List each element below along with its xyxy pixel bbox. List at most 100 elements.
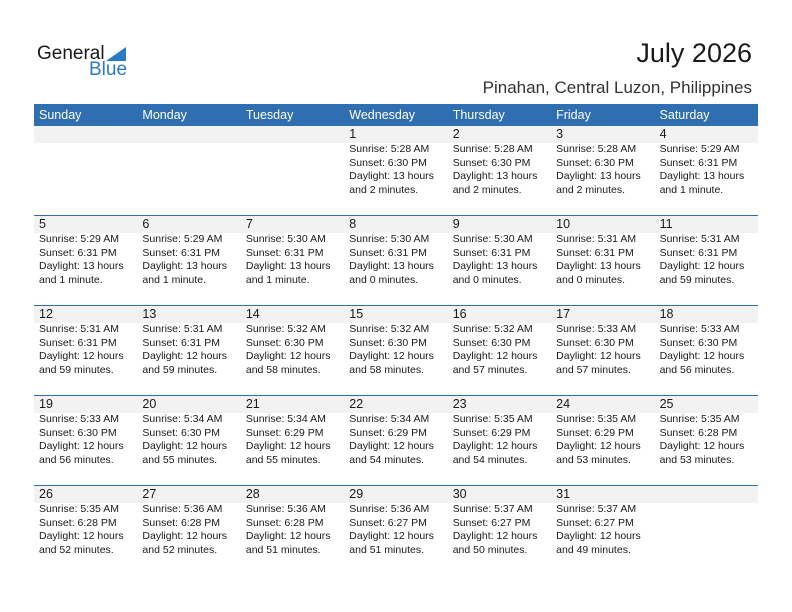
sunrise-text: Sunrise: 5:34 AM: [142, 413, 223, 425]
day-cell: 28 Sunrise: 5:36 AM Sunset: 6:28 PM Dayligh…: [241, 486, 344, 576]
day-cell: 10 Sunrise: 5:31 AM Sunset: 6:31 PM Dayligh…: [551, 216, 654, 306]
sunset-text: Sunset: 6:31 PM: [39, 336, 117, 349]
day-cell: 9 Sunrise: 5:30 AM Sunset: 6:31 PM Daylight…: [448, 216, 551, 306]
weekday-header: Sunday Monday Tuesday Wednesday Thursday Frid…: [34, 104, 758, 126]
daylight-minutes-text: and 1 minute.: [659, 183, 724, 196]
day-number: 30: [452, 487, 467, 501]
sunset-text: Sunset: 6:30 PM: [659, 336, 738, 349]
daylight-text: Daylight: 12 hours: [659, 260, 745, 272]
day-number: 16: [452, 307, 467, 321]
sunset-text: Sunset: 6:28 PM: [39, 516, 117, 529]
sunrise-text: Sunrise: 5:28 AM: [452, 143, 533, 155]
sunrise-text: Sunrise: 5:35 AM: [452, 413, 533, 425]
day-number: 1: [349, 127, 357, 141]
month-title: July 2026: [636, 38, 752, 68]
location-subtitle: Pinahan, Central Luzon, Philippines: [482, 78, 752, 97]
daylight-text: Daylight: 12 hours: [659, 350, 745, 362]
sunset-text: Sunset: 6:27 PM: [556, 516, 634, 529]
day-number-band: [34, 396, 758, 413]
day-cell: 2 Sunrise: 5:28 AM Sunset: 6:30 PM Daylight…: [448, 126, 551, 216]
sunset-text: Sunset: 6:27 PM: [452, 516, 531, 529]
daylight-minutes-text: and 53 minutes.: [556, 453, 631, 466]
daylight-text: Daylight: 12 hours: [556, 440, 641, 452]
daylight-minutes-text: and 2 minutes.: [452, 183, 522, 196]
day-number: 5: [39, 217, 46, 231]
daylight-minutes-text: and 50 minutes.: [452, 543, 528, 556]
sunset-text: Sunset: 6:31 PM: [39, 246, 117, 259]
day-number: 7: [245, 217, 253, 231]
sunset-text: Sunset: 6:29 PM: [452, 426, 531, 439]
daylight-minutes-text: and 2 minutes.: [556, 183, 626, 196]
sunset-text: Sunset: 6:31 PM: [659, 246, 738, 259]
daylight-minutes-text: and 57 minutes.: [452, 363, 528, 376]
day-number: 31: [556, 487, 571, 501]
day-cell: 12 Sunrise: 5:31 AM Sunset: 6:31 PM Dayligh…: [34, 306, 137, 396]
daylight-minutes-text: and 55 minutes.: [245, 453, 321, 466]
sunrise-text: Sunrise: 5:35 AM: [556, 413, 637, 425]
sunset-text: Sunset: 6:27 PM: [349, 516, 427, 529]
daylight-minutes-text: and 2 minutes.: [349, 183, 419, 196]
day-number-band: [34, 216, 758, 233]
day-cell: 4 Sunrise: 5:29 AM Sunset: 6:31 PM Daylight…: [655, 126, 758, 216]
daylight-text: Daylight: 12 hours: [349, 530, 434, 542]
sunrise-text: Sunrise: 5:31 AM: [556, 233, 637, 245]
daylight-minutes-text: and 57 minutes.: [556, 363, 631, 376]
logo-triangle-icon: [106, 47, 126, 61]
daylight-text: Daylight: 12 hours: [245, 530, 331, 542]
sunset-text: Sunset: 6:30 PM: [245, 336, 324, 349]
daylight-minutes-text: and 51 minutes.: [245, 543, 321, 556]
week-row: 19 Sunrise: 5:33 AM Sunset: 6:30 PM Dayligh…: [34, 395, 758, 486]
sunrise-text: Sunrise: 5:32 AM: [349, 323, 430, 335]
daylight-text: Daylight: 13 hours: [349, 170, 434, 182]
day-cell: 18 Sunrise: 5:33 AM Sunset: 6:30 PM Dayligh…: [655, 306, 758, 396]
day-cell: 14 Sunrise: 5:32 AM Sunset: 6:30 PM Dayligh…: [241, 306, 344, 396]
daylight-text: Daylight: 13 hours: [39, 260, 124, 272]
day-cell: 7 Sunrise: 5:30 AM Sunset: 6:31 PM Daylight…: [241, 216, 344, 306]
sunrise-text: Sunrise: 5:33 AM: [39, 413, 119, 425]
weekday-tuesday: Tuesday: [245, 108, 294, 122]
day-number: 11: [659, 217, 673, 231]
daylight-text: Daylight: 12 hours: [142, 440, 228, 452]
generalblue-logo: General Blue: [37, 43, 137, 83]
daylight-text: Daylight: 12 hours: [349, 440, 434, 452]
day-number: 13: [142, 307, 157, 321]
day-number: 2: [452, 127, 460, 141]
sunrise-text: Sunrise: 5:36 AM: [142, 503, 223, 515]
daylight-minutes-text: and 54 minutes.: [452, 453, 528, 466]
day-number: 24: [556, 397, 571, 411]
daylight-minutes-text: and 59 minutes.: [659, 273, 735, 286]
daylight-minutes-text: and 1 minute.: [245, 273, 310, 286]
sunrise-text: Sunrise: 5:29 AM: [39, 233, 119, 245]
daylight-text: Daylight: 13 hours: [349, 260, 434, 272]
sunset-text: Sunset: 6:29 PM: [245, 426, 324, 439]
daylight-text: Daylight: 12 hours: [245, 440, 331, 452]
day-number-band: [34, 126, 758, 143]
sunrise-text: Sunrise: 5:30 AM: [452, 233, 533, 245]
daylight-text: Daylight: 12 hours: [556, 350, 641, 362]
sunrise-text: Sunrise: 5:37 AM: [556, 503, 637, 515]
day-number: 15: [349, 307, 364, 321]
sunrise-text: Sunrise: 5:35 AM: [659, 413, 740, 425]
day-number: 25: [659, 397, 674, 411]
day-number: 14: [245, 307, 260, 321]
daylight-text: Daylight: 12 hours: [39, 350, 124, 362]
day-number: 3: [556, 127, 564, 141]
daylight-text: Daylight: 12 hours: [556, 530, 641, 542]
daylight-minutes-text: and 1 minute.: [142, 273, 207, 286]
day-cell: 23 Sunrise: 5:35 AM Sunset: 6:29 PM Dayligh…: [448, 396, 551, 486]
weekday-wednesday: Wednesday: [349, 108, 416, 122]
sunset-text: Sunset: 6:30 PM: [349, 336, 427, 349]
day-number: 12: [39, 307, 53, 321]
sunset-text: Sunset: 6:30 PM: [452, 156, 531, 169]
day-cell: 29 Sunrise: 5:36 AM Sunset: 6:27 PM Dayligh…: [344, 486, 447, 576]
daylight-minutes-text: and 53 minutes.: [659, 453, 735, 466]
daylight-text: Daylight: 13 hours: [452, 170, 538, 182]
week-row: 1 Sunrise: 5:28 AM Sunset: 6:30 PM Daylight…: [34, 126, 758, 216]
daylight-text: Daylight: 12 hours: [142, 350, 228, 362]
day-number: 29: [349, 487, 364, 501]
daylight-minutes-text: and 52 minutes.: [142, 543, 218, 556]
day-number: 18: [659, 307, 674, 321]
day-number: 10: [556, 217, 571, 231]
sunset-text: Sunset: 6:31 PM: [245, 246, 324, 259]
sunrise-text: Sunrise: 5:28 AM: [349, 143, 430, 155]
